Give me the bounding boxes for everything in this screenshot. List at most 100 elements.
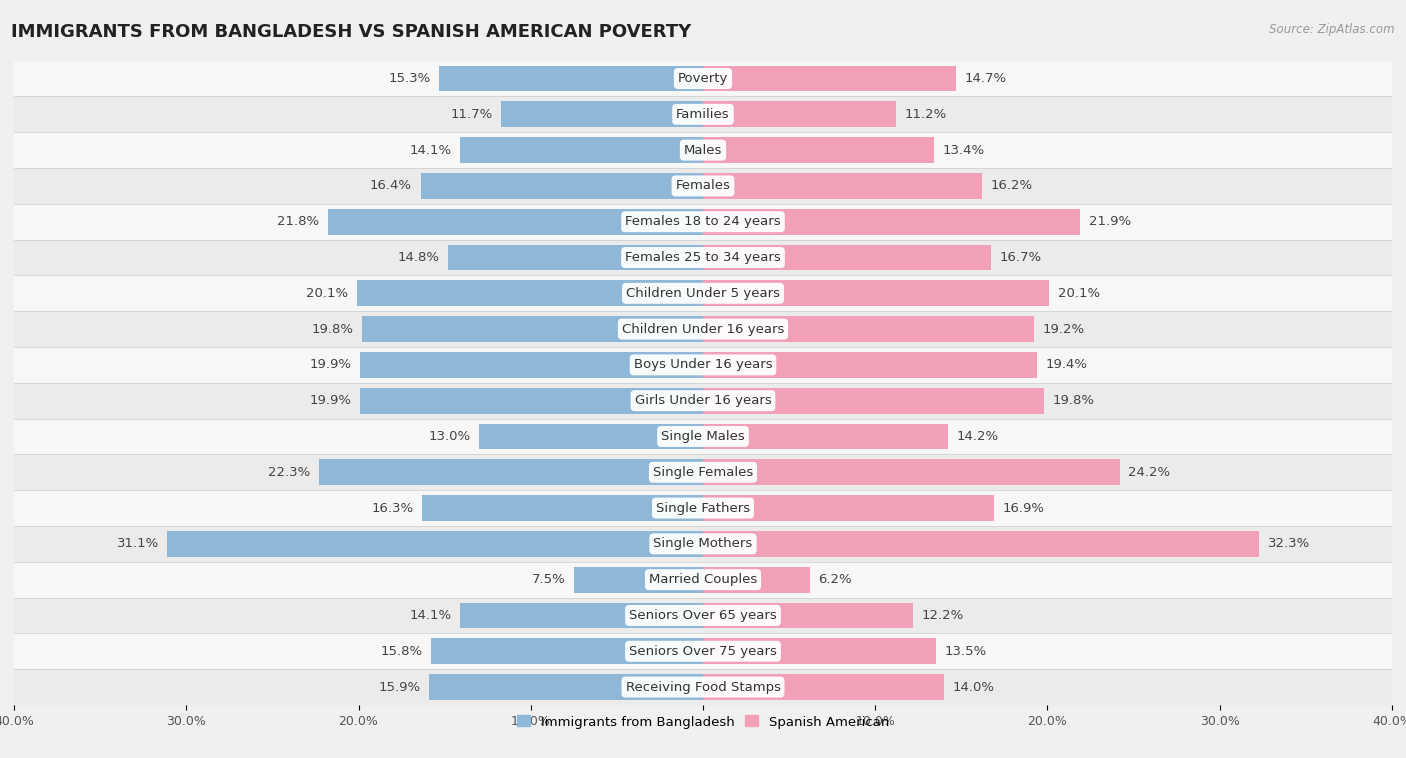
Bar xyxy=(14,634,1392,669)
Bar xyxy=(703,674,945,700)
Text: 32.3%: 32.3% xyxy=(1268,537,1310,550)
Text: 13.5%: 13.5% xyxy=(945,645,987,658)
Bar xyxy=(360,352,703,377)
Text: 16.2%: 16.2% xyxy=(991,180,1033,193)
Text: Boys Under 16 years: Boys Under 16 years xyxy=(634,359,772,371)
Text: 21.9%: 21.9% xyxy=(1088,215,1130,228)
Bar xyxy=(703,316,1033,342)
Text: Single Males: Single Males xyxy=(661,430,745,443)
Bar xyxy=(14,490,1392,526)
Bar xyxy=(360,388,703,414)
Bar xyxy=(14,562,1392,597)
Bar xyxy=(328,208,703,235)
Bar xyxy=(479,424,703,449)
Bar xyxy=(449,245,703,271)
Text: 20.1%: 20.1% xyxy=(1057,287,1099,300)
Text: Girls Under 16 years: Girls Under 16 years xyxy=(634,394,772,407)
Bar xyxy=(502,102,703,127)
Text: 19.9%: 19.9% xyxy=(309,394,352,407)
Text: 16.7%: 16.7% xyxy=(1000,251,1042,264)
Text: Single Females: Single Females xyxy=(652,465,754,479)
Bar xyxy=(14,454,1392,490)
Bar xyxy=(440,66,703,92)
Bar xyxy=(14,204,1392,240)
Bar xyxy=(703,603,912,628)
Text: Females 18 to 24 years: Females 18 to 24 years xyxy=(626,215,780,228)
Text: 14.1%: 14.1% xyxy=(409,609,451,622)
Text: 19.2%: 19.2% xyxy=(1042,323,1084,336)
Text: Males: Males xyxy=(683,143,723,157)
Text: 14.0%: 14.0% xyxy=(953,681,994,694)
Bar xyxy=(422,495,703,521)
Text: Children Under 5 years: Children Under 5 years xyxy=(626,287,780,300)
Legend: Immigrants from Bangladesh, Spanish American: Immigrants from Bangladesh, Spanish Amer… xyxy=(512,710,894,734)
Bar xyxy=(14,275,1392,312)
Bar xyxy=(167,531,703,556)
Bar xyxy=(703,388,1045,414)
Bar xyxy=(703,567,810,593)
Bar xyxy=(703,531,1260,556)
Bar xyxy=(703,424,948,449)
Text: 19.8%: 19.8% xyxy=(1053,394,1095,407)
Text: Children Under 16 years: Children Under 16 years xyxy=(621,323,785,336)
Text: Females: Females xyxy=(675,180,731,193)
Bar xyxy=(703,102,896,127)
Bar xyxy=(703,173,981,199)
Bar xyxy=(14,168,1392,204)
Bar xyxy=(14,418,1392,454)
Bar xyxy=(460,603,703,628)
Text: Single Mothers: Single Mothers xyxy=(654,537,752,550)
Bar xyxy=(703,459,1119,485)
Text: 19.4%: 19.4% xyxy=(1046,359,1088,371)
Bar xyxy=(429,674,703,700)
Text: Source: ZipAtlas.com: Source: ZipAtlas.com xyxy=(1270,23,1395,36)
Text: 24.2%: 24.2% xyxy=(1129,465,1171,479)
Bar xyxy=(14,240,1392,275)
Bar xyxy=(14,96,1392,132)
Text: 14.2%: 14.2% xyxy=(956,430,998,443)
Bar xyxy=(14,669,1392,705)
Bar xyxy=(574,567,703,593)
Bar xyxy=(703,495,994,521)
Text: Married Couples: Married Couples xyxy=(650,573,756,586)
Bar xyxy=(430,638,703,664)
Text: Seniors Over 65 years: Seniors Over 65 years xyxy=(628,609,778,622)
Bar xyxy=(703,245,991,271)
Text: 15.9%: 15.9% xyxy=(378,681,420,694)
Text: Poverty: Poverty xyxy=(678,72,728,85)
Bar xyxy=(14,61,1392,96)
Text: 13.0%: 13.0% xyxy=(429,430,471,443)
Text: 14.1%: 14.1% xyxy=(409,143,451,157)
Text: 15.3%: 15.3% xyxy=(388,72,430,85)
Bar xyxy=(703,638,935,664)
Bar xyxy=(357,280,703,306)
Text: Families: Families xyxy=(676,108,730,121)
Bar xyxy=(319,459,703,485)
Bar xyxy=(14,526,1392,562)
Bar xyxy=(361,316,703,342)
Text: 11.7%: 11.7% xyxy=(451,108,494,121)
Bar xyxy=(703,352,1038,377)
Bar xyxy=(703,280,1049,306)
Text: IMMIGRANTS FROM BANGLADESH VS SPANISH AMERICAN POVERTY: IMMIGRANTS FROM BANGLADESH VS SPANISH AM… xyxy=(11,23,692,41)
Bar xyxy=(14,597,1392,634)
Bar xyxy=(703,66,956,92)
Text: 11.2%: 11.2% xyxy=(904,108,946,121)
Text: 14.8%: 14.8% xyxy=(398,251,440,264)
Text: 20.1%: 20.1% xyxy=(307,287,349,300)
Text: 16.9%: 16.9% xyxy=(1002,502,1045,515)
Text: 14.7%: 14.7% xyxy=(965,72,1007,85)
Text: Females 25 to 34 years: Females 25 to 34 years xyxy=(626,251,780,264)
Text: 15.8%: 15.8% xyxy=(380,645,422,658)
Text: 21.8%: 21.8% xyxy=(277,215,319,228)
Text: 7.5%: 7.5% xyxy=(531,573,565,586)
Bar xyxy=(703,208,1080,235)
Text: 16.4%: 16.4% xyxy=(370,180,412,193)
Text: Receiving Food Stamps: Receiving Food Stamps xyxy=(626,681,780,694)
Bar xyxy=(14,383,1392,418)
Bar xyxy=(14,312,1392,347)
Bar xyxy=(14,347,1392,383)
Bar xyxy=(460,137,703,163)
Text: Seniors Over 75 years: Seniors Over 75 years xyxy=(628,645,778,658)
Text: 6.2%: 6.2% xyxy=(818,573,852,586)
